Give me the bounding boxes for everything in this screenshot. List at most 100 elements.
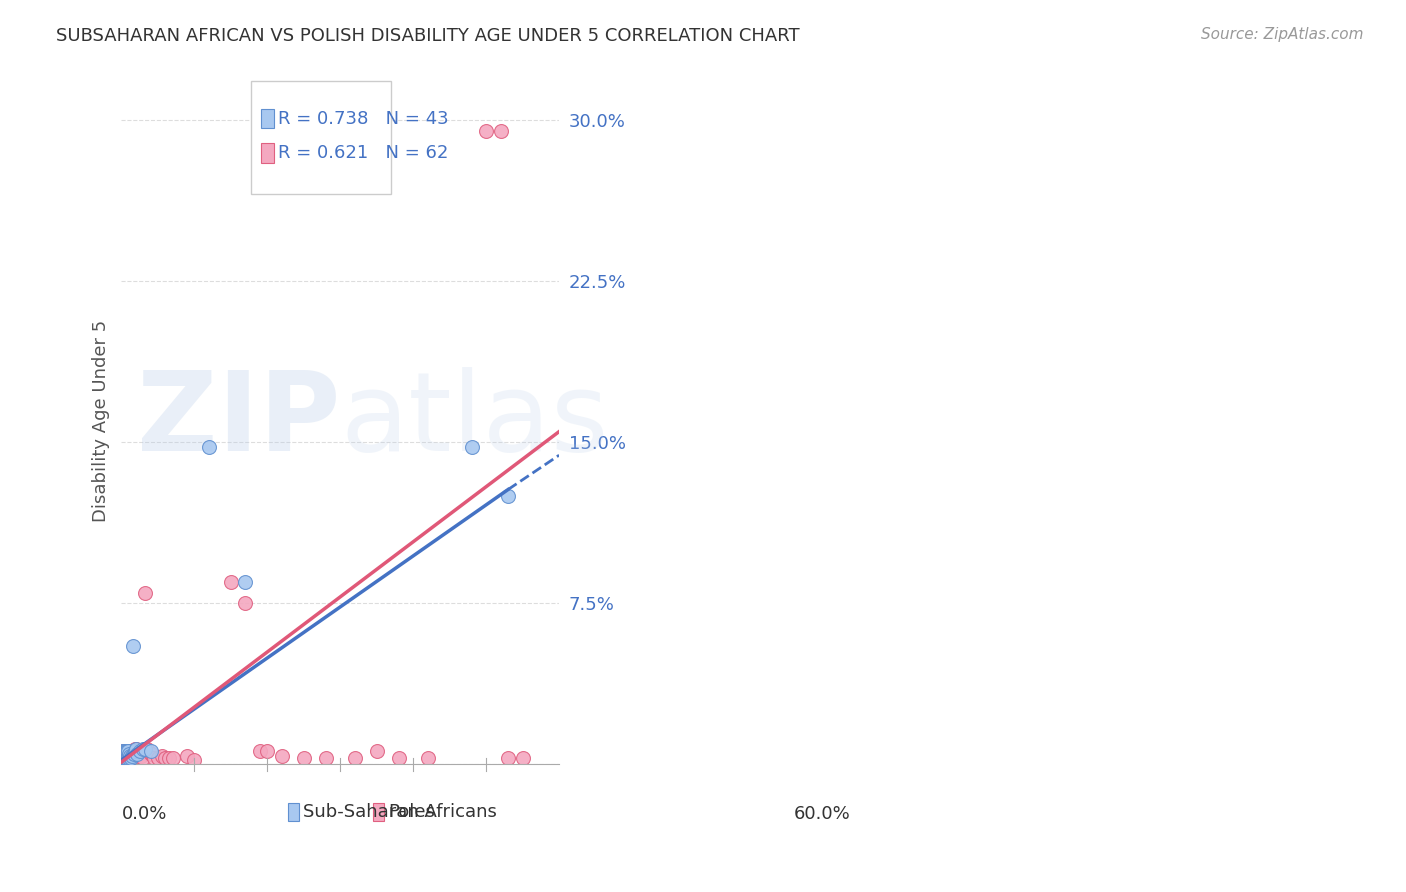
- Point: [111, 744, 134, 758]
- Point: [125, 742, 148, 756]
- Point: [111, 751, 134, 765]
- Point: [122, 747, 145, 761]
- Point: [256, 744, 278, 758]
- Point: [162, 751, 184, 765]
- Point: [112, 744, 135, 758]
- Point: [114, 744, 136, 758]
- Point: [235, 596, 257, 610]
- Point: [115, 748, 138, 763]
- Y-axis label: Disability Age Under 5: Disability Age Under 5: [93, 319, 110, 522]
- Text: Source: ZipAtlas.com: Source: ZipAtlas.com: [1201, 27, 1364, 42]
- Point: [118, 751, 141, 765]
- Point: [118, 748, 141, 763]
- Point: [128, 744, 150, 758]
- Point: [136, 742, 159, 756]
- Point: [157, 751, 180, 765]
- Point: [141, 747, 163, 761]
- FancyBboxPatch shape: [373, 804, 384, 821]
- Point: [366, 744, 388, 758]
- Text: R = 0.621   N = 62: R = 0.621 N = 62: [278, 144, 449, 162]
- Point: [115, 748, 138, 763]
- Point: [112, 751, 135, 765]
- Point: [143, 751, 166, 765]
- Point: [114, 744, 136, 758]
- FancyBboxPatch shape: [262, 144, 274, 162]
- Point: [117, 747, 139, 761]
- Point: [111, 751, 134, 765]
- Point: [115, 744, 138, 758]
- Point: [112, 744, 135, 758]
- Text: R = 0.738   N = 43: R = 0.738 N = 43: [278, 110, 449, 128]
- Point: [114, 751, 136, 765]
- Text: atlas: atlas: [340, 368, 609, 475]
- Point: [114, 751, 136, 765]
- Point: [129, 748, 152, 763]
- Point: [111, 751, 134, 765]
- Point: [489, 124, 512, 138]
- Point: [122, 744, 145, 758]
- Point: [114, 751, 136, 765]
- Point: [111, 747, 134, 761]
- Point: [183, 753, 205, 767]
- Point: [416, 751, 439, 765]
- Point: [388, 751, 411, 765]
- Point: [292, 751, 315, 765]
- Point: [117, 748, 139, 763]
- Point: [460, 440, 482, 454]
- Point: [139, 744, 162, 758]
- Point: [475, 124, 498, 138]
- Point: [122, 744, 145, 758]
- Point: [112, 751, 135, 765]
- Point: [127, 747, 149, 761]
- Point: [120, 748, 142, 763]
- Text: 0.0%: 0.0%: [121, 805, 167, 823]
- Point: [115, 744, 138, 758]
- Point: [496, 751, 519, 765]
- FancyBboxPatch shape: [262, 109, 274, 128]
- Point: [121, 747, 143, 761]
- Point: [114, 744, 136, 758]
- Point: [111, 747, 134, 761]
- Point: [118, 751, 141, 765]
- Point: [112, 747, 135, 761]
- Point: [132, 742, 155, 756]
- Point: [134, 585, 156, 599]
- Point: [315, 751, 337, 765]
- Point: [155, 751, 177, 765]
- Point: [120, 748, 142, 763]
- Point: [121, 748, 143, 763]
- Point: [112, 748, 135, 763]
- Point: [115, 751, 138, 765]
- Point: [112, 753, 135, 767]
- Point: [122, 639, 145, 653]
- Point: [111, 751, 134, 765]
- Point: [118, 747, 141, 761]
- Point: [128, 744, 150, 758]
- Point: [117, 747, 139, 761]
- Text: 60.0%: 60.0%: [794, 805, 851, 823]
- Point: [124, 744, 146, 758]
- Point: [112, 748, 135, 763]
- Point: [146, 751, 169, 765]
- Point: [124, 742, 146, 756]
- Point: [117, 744, 139, 758]
- Point: [111, 753, 134, 767]
- Point: [139, 747, 162, 761]
- Point: [112, 751, 135, 765]
- Point: [117, 744, 139, 758]
- Point: [125, 742, 148, 756]
- Point: [249, 744, 271, 758]
- Point: [114, 747, 136, 761]
- Point: [114, 747, 136, 761]
- Point: [111, 748, 134, 763]
- Text: Poles: Poles: [388, 804, 436, 822]
- Point: [112, 747, 135, 761]
- FancyBboxPatch shape: [288, 804, 298, 821]
- Point: [343, 751, 366, 765]
- Point: [134, 742, 156, 756]
- Point: [112, 751, 135, 765]
- Point: [112, 744, 135, 758]
- Point: [112, 753, 135, 767]
- Point: [120, 751, 142, 765]
- Point: [117, 748, 139, 763]
